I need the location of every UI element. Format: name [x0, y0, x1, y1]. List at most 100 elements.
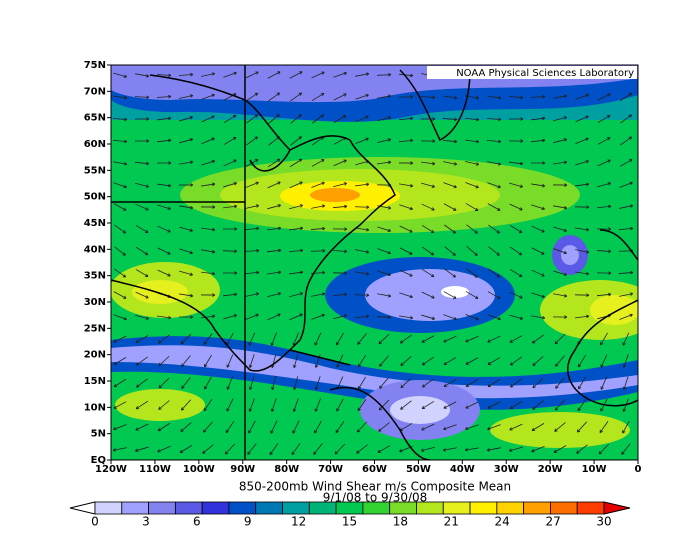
wind-arrow [289, 204, 304, 210]
wind-arrow [421, 182, 436, 188]
wind-arrow [444, 224, 457, 234]
wind-arrow [509, 314, 524, 320]
wind-arrow [596, 227, 612, 231]
wind-arrow [113, 357, 127, 366]
wind-arrow [226, 376, 234, 390]
wind-arrow [312, 114, 325, 124]
wind-arrow [487, 203, 501, 211]
wind-arrow [113, 401, 127, 409]
wind-arrow [181, 377, 191, 389]
wind-arrow [620, 136, 633, 146]
colorbar-box [469, 501, 498, 515]
wind-arrow [420, 446, 435, 452]
wind-arrow [355, 314, 370, 319]
lat-label: 20N [84, 350, 106, 361]
wind-arrow [553, 293, 568, 298]
wind-arrow [223, 204, 238, 209]
wind-arrow [357, 354, 367, 368]
wind-arrow [158, 377, 170, 389]
wind-arrow [135, 291, 149, 299]
wind-arrow [531, 446, 545, 453]
wind-arrow [531, 334, 544, 344]
lon-label: 10W [582, 464, 607, 475]
wind-arrow [421, 356, 434, 366]
wind-arrow [509, 335, 523, 343]
wind-arrow [399, 247, 413, 255]
wind-arrow [575, 115, 589, 123]
wind-arrow [488, 246, 500, 256]
wind-arrow [114, 224, 127, 234]
lat-label: 50N [84, 192, 106, 203]
wind-arrow [355, 115, 369, 123]
wind-arrow [356, 444, 368, 454]
wind-arrow [379, 377, 389, 389]
wind-arrow [244, 248, 260, 253]
wind-arrow [398, 73, 414, 78]
wind-arrow [443, 401, 457, 409]
wind-arrow [158, 334, 170, 344]
wind-arrow [311, 71, 325, 79]
wind-arrow [596, 249, 612, 254]
wind-arrow [179, 445, 193, 454]
wind-arrow [180, 399, 191, 411]
wind-arrow [553, 94, 568, 99]
wind-arrow [619, 92, 633, 102]
wind-arrow [554, 333, 566, 345]
wind-arrow [421, 268, 435, 278]
wind-arrow [223, 314, 238, 320]
wind-arrow [442, 117, 458, 122]
wind-arrow [509, 225, 523, 234]
wind-arrow [179, 248, 193, 255]
wind-arrow [509, 246, 523, 256]
wind-arrow [597, 115, 611, 123]
colorbar-arrow-right [603, 501, 631, 515]
wind-arrow [355, 72, 370, 77]
colorbar-label: 21 [444, 515, 459, 529]
wind-arrow [421, 423, 435, 431]
wind-arrow [377, 445, 391, 453]
wind-arrow [619, 159, 633, 167]
wind-arrow [135, 269, 149, 277]
wind-arrow [466, 246, 478, 256]
wind-arrow [444, 268, 457, 278]
wind-arrow [223, 137, 237, 145]
wind-arrow [465, 357, 479, 365]
wind-arrow [575, 159, 589, 166]
wind-arrow [334, 443, 346, 455]
wind-arrow [399, 315, 414, 320]
wind-arrow [420, 117, 436, 121]
wind-arrow [443, 335, 457, 343]
credit-box [427, 66, 637, 79]
wind-arrow [311, 181, 325, 188]
wind-arrow [332, 249, 348, 254]
wind-arrow [267, 270, 282, 275]
wind-arrow [311, 313, 325, 320]
wind-arrow [531, 204, 545, 211]
wind-arrow [313, 443, 323, 455]
wind-arrow [531, 225, 545, 233]
wind-arrow [553, 160, 568, 165]
wind-arrow [311, 92, 325, 102]
wind-arrow [157, 247, 171, 255]
wind-arrow [421, 224, 435, 234]
wind-arrow [509, 291, 523, 299]
wind-arrow [291, 443, 301, 456]
wind-arrow [377, 138, 392, 143]
wind-arrow [267, 292, 282, 298]
wind-arrow [398, 138, 414, 143]
wind-arrow [486, 117, 502, 122]
wind-arrow [553, 270, 567, 277]
wind-arrow [226, 398, 234, 412]
wind-arrow [355, 249, 370, 254]
colorbar-box [308, 501, 337, 515]
lon-label: 100W [183, 464, 215, 475]
colorbar-box [94, 501, 123, 515]
lon-label: 30W [494, 464, 519, 475]
wind-arrow [508, 139, 524, 143]
wind-arrow [336, 354, 344, 368]
wind-arrow [113, 291, 127, 299]
wind-arrow [487, 95, 502, 100]
colorbar-box [121, 501, 149, 515]
wind-arrow [314, 420, 322, 434]
wind-arrow [554, 399, 566, 411]
